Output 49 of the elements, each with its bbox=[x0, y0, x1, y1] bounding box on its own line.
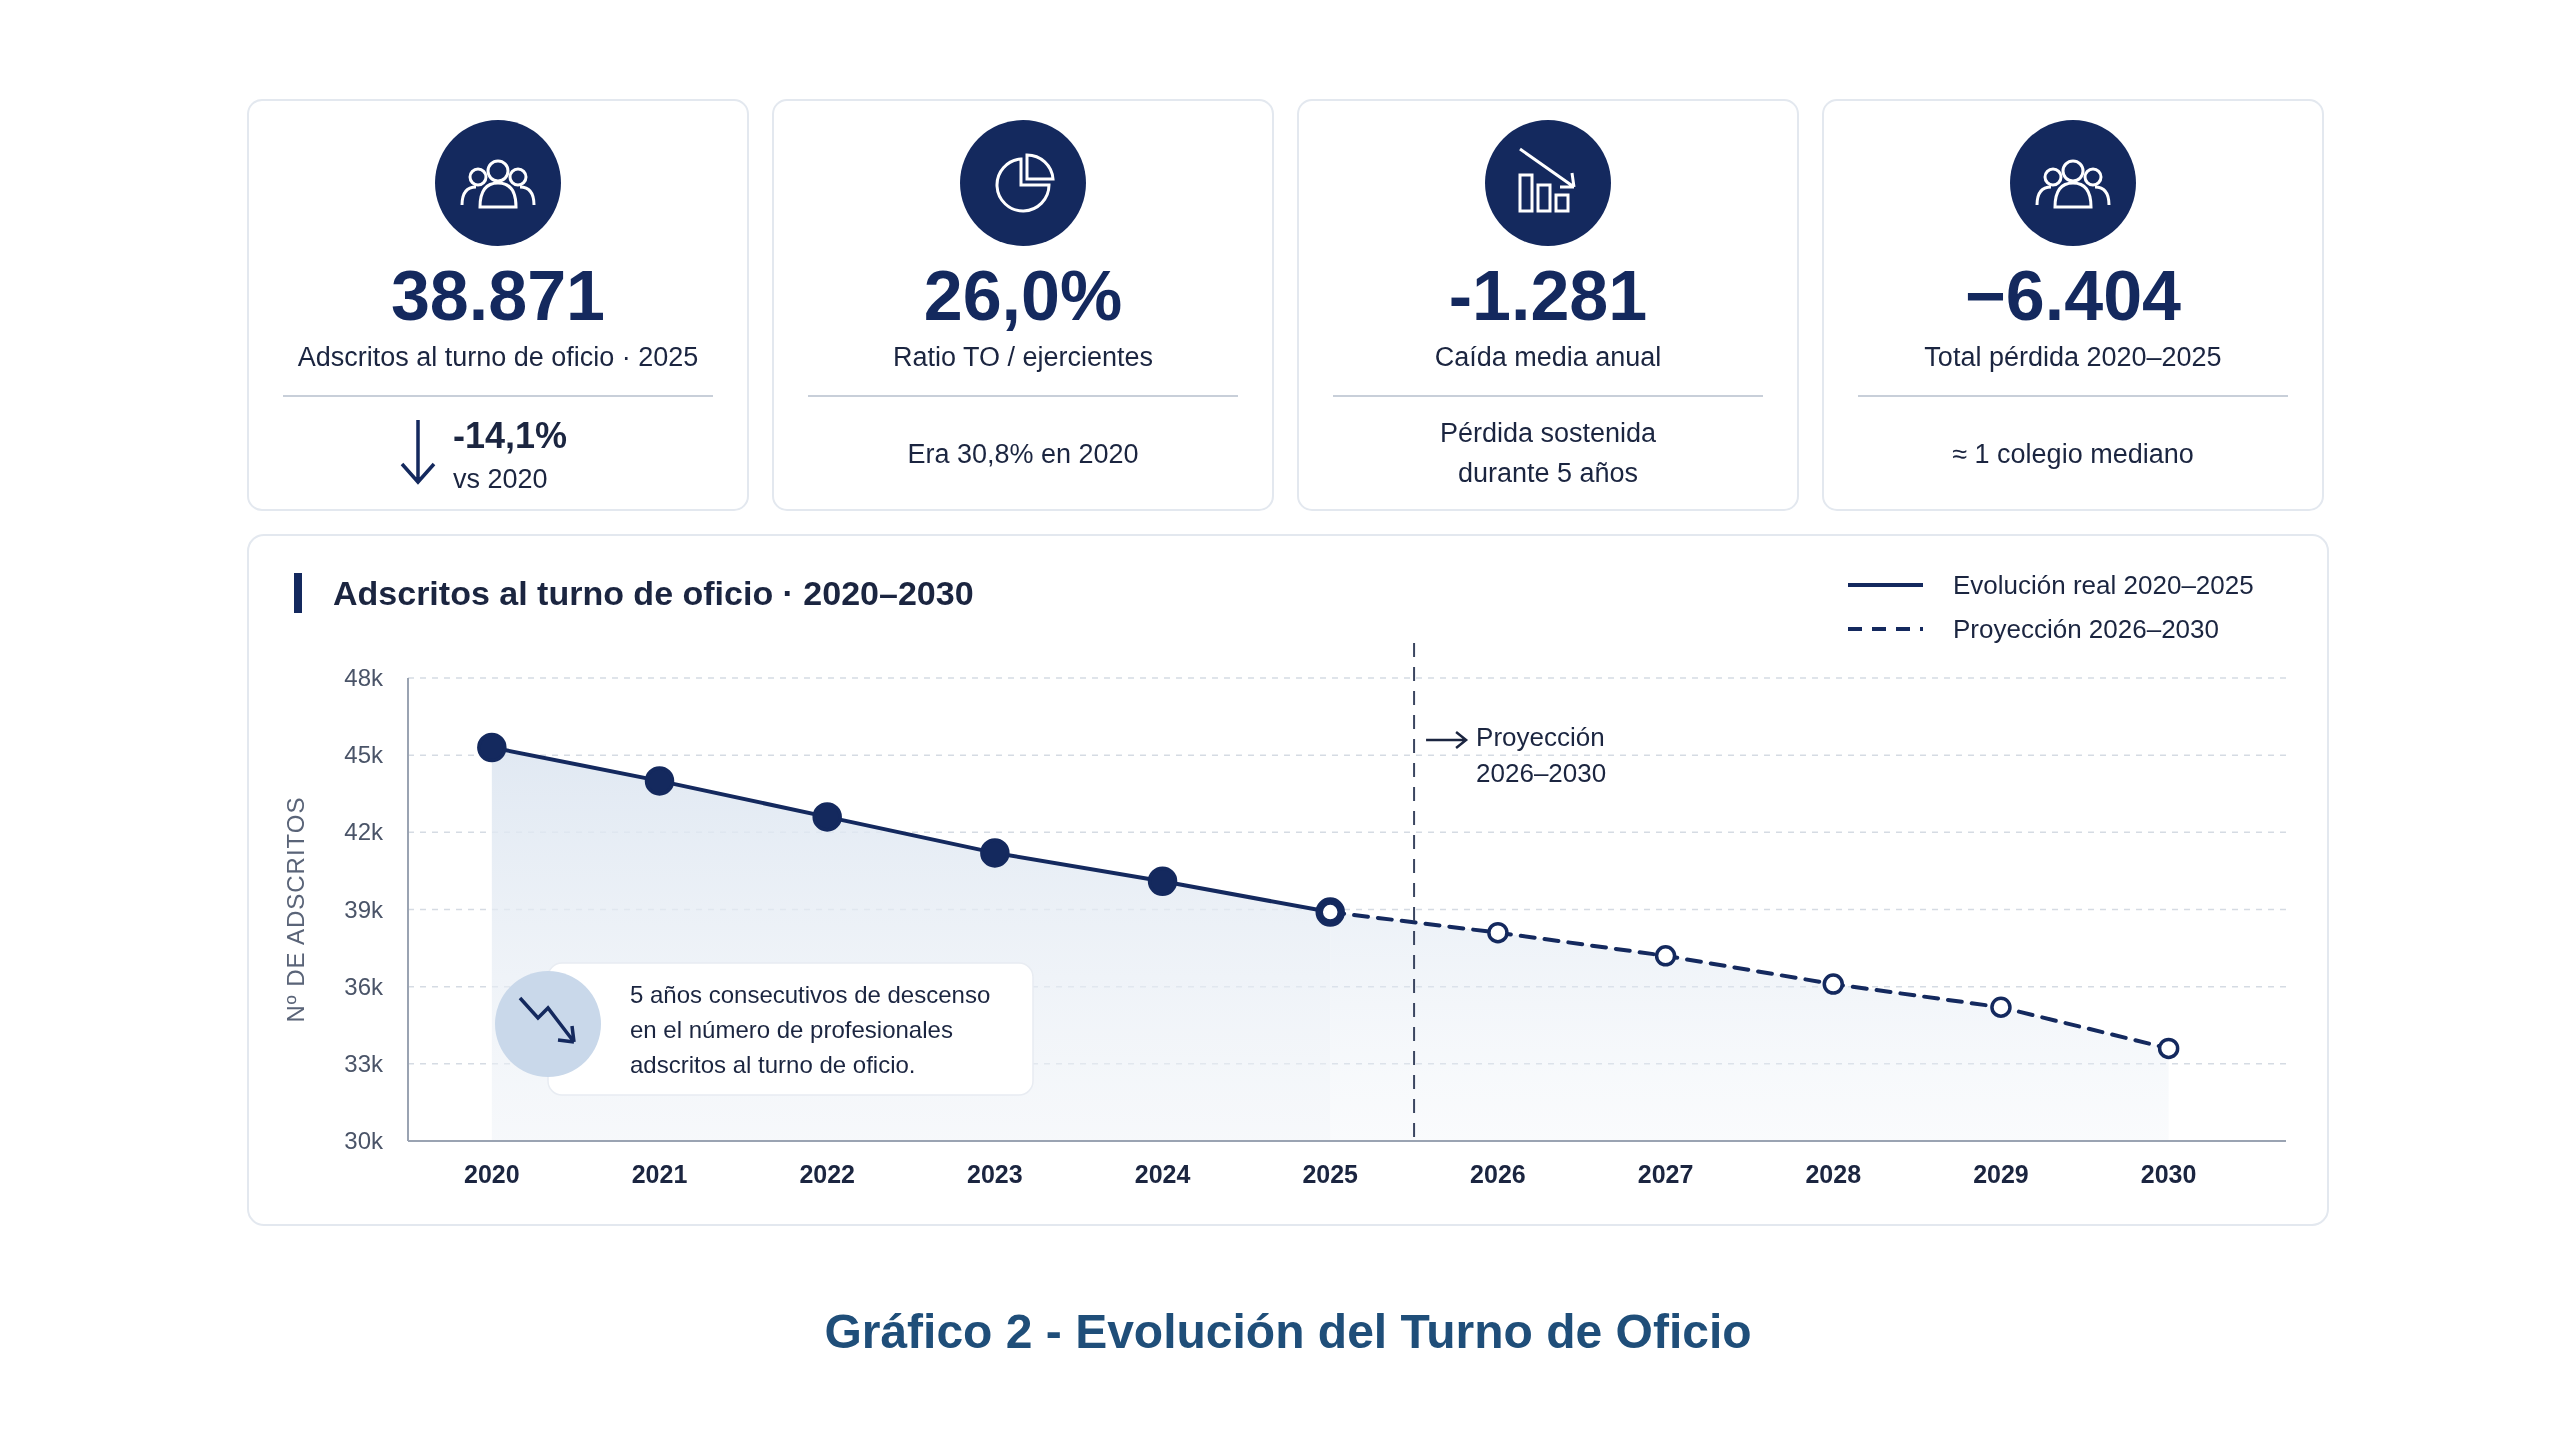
legend-label: Evolución real 2020–2025 bbox=[1953, 570, 2254, 600]
x-tick-label: 2025 bbox=[1302, 1160, 1359, 1188]
x-tick-label: 2020 bbox=[464, 1160, 520, 1188]
point bbox=[1990, 996, 2012, 1018]
x-tick-label: 2024 bbox=[1134, 1160, 1191, 1188]
x-tick-label: 2028 bbox=[1805, 1160, 1862, 1188]
text: Caída media anual bbox=[1434, 342, 1662, 372]
text: -1.281 bbox=[1448, 257, 1648, 335]
x-tick-label: 2026 bbox=[1470, 1160, 1526, 1188]
chart-title: Adscritos al turno de oficio · 2020–2030 bbox=[333, 574, 974, 612]
point bbox=[477, 732, 507, 763]
text: Pérdida sostenida bbox=[1439, 418, 1658, 448]
annotation: 5 años consecutivos de descenso en el número de profesionales adscritos al turno de oficio. bbox=[630, 981, 991, 1078]
x-tick-label: 2023 bbox=[967, 1160, 1023, 1188]
y-tick-label: 45k bbox=[344, 741, 384, 769]
text: Ratio TO / ejercientes bbox=[892, 342, 1154, 372]
point bbox=[1487, 921, 1509, 944]
x-tick-label: 2029 bbox=[1973, 1160, 2029, 1188]
text: durante 5 años bbox=[1457, 458, 1639, 488]
point bbox=[812, 802, 842, 832]
text: Adscritos al turno de oficio · 2025 bbox=[297, 342, 699, 372]
text: −6.404 bbox=[1964, 257, 2182, 335]
text: vs 2020 bbox=[453, 464, 548, 494]
x-tick-label: 2030 bbox=[2140, 1160, 2197, 1188]
y-tick-label: 48k bbox=[344, 664, 384, 691]
point bbox=[1147, 866, 1178, 896]
legend-label: Proyección 2026–2030 bbox=[1953, 614, 2219, 644]
point bbox=[644, 766, 675, 796]
point bbox=[2157, 1037, 2180, 1060]
point bbox=[980, 838, 1010, 868]
y-axis-title: Nº DE ADSCRITOS bbox=[282, 796, 309, 1023]
text: 26,0% bbox=[923, 257, 1123, 335]
x-tick-label: 2021 bbox=[631, 1160, 688, 1188]
y-tick-label: 33k bbox=[344, 1049, 384, 1077]
y-tick-label: 30k bbox=[344, 1127, 384, 1154]
text: 38.871 bbox=[390, 257, 606, 335]
text: Total pérdida 2020–2025 bbox=[1924, 342, 2222, 372]
text: Gráfico 2 - Evolución del Turno de Oficio bbox=[824, 1305, 1752, 1358]
y-tick-label: 36k bbox=[344, 972, 384, 1000]
point bbox=[1822, 973, 1845, 995]
ref-line-label: Proyección 2026–2030 bbox=[1476, 722, 1607, 788]
text: ≈ 1 colegio mediano bbox=[1952, 439, 2194, 469]
y-tick-label: 39k bbox=[344, 895, 384, 923]
text: Era 30,8% en 2020 bbox=[907, 439, 1139, 469]
point bbox=[1654, 945, 1677, 967]
x-tick-label: 2027 bbox=[1637, 1160, 1694, 1188]
y-tick-label: 42k bbox=[344, 818, 384, 846]
text: -14,1% bbox=[453, 415, 568, 456]
x-tick-label: 2022 bbox=[799, 1160, 856, 1188]
